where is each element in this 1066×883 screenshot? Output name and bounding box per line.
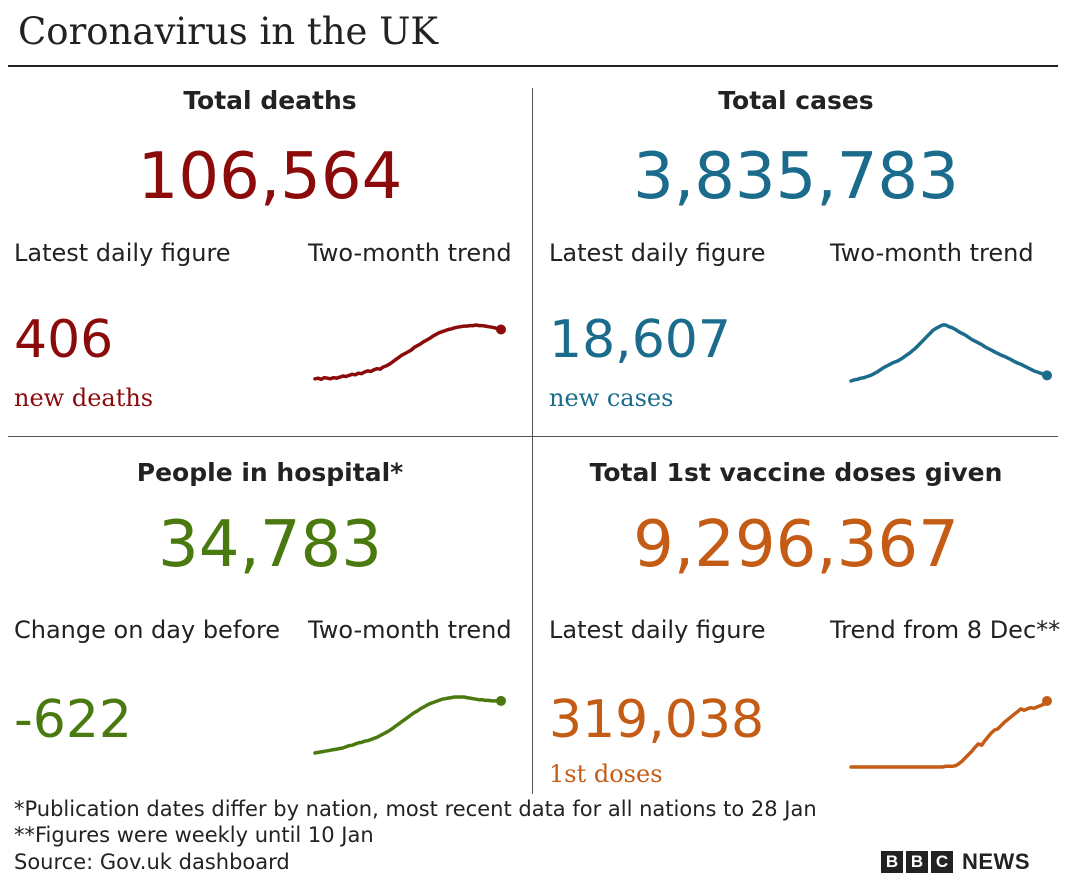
- daily-figure: 406: [14, 310, 114, 370]
- trend-sparkline: [313, 695, 506, 755]
- left-label: Latest daily figure: [14, 239, 231, 267]
- bbc-logo-letter: B: [906, 851, 928, 873]
- bbc-logo-letter: B: [881, 851, 903, 873]
- trend-line: [313, 323, 503, 382]
- trend-sparkline: [313, 323, 506, 382]
- panel-vaccine-doses: Total 1st vaccine doses given 9,296,367 …: [534, 458, 1061, 798]
- panel-heading: People in hospital*: [136, 458, 404, 487]
- right-label: Two-month trend: [830, 239, 1034, 267]
- trend-end-point: [496, 695, 506, 706]
- horizontal-divider: [8, 436, 1058, 437]
- right-label: Trend from 8 Dec**: [830, 616, 1061, 644]
- source-note: Source: Gov.uk dashboard: [14, 850, 290, 874]
- total-figure: 9,296,367: [633, 508, 959, 582]
- daily-label: new cases: [549, 384, 674, 412]
- trend-line: [849, 699, 1049, 769]
- right-label: Two-month trend: [308, 239, 512, 267]
- bbc-news-logo: B B C NEWS: [881, 849, 1030, 875]
- total-figure: 3,835,783: [633, 140, 959, 214]
- total-figure: 34,783: [158, 508, 382, 582]
- daily-figure: -622: [14, 690, 133, 750]
- panel-heading: Total 1st vaccine doses given: [589, 458, 1003, 487]
- daily-label: 1st doses: [549, 760, 663, 788]
- panel-people-in-hospital: People in hospital* 34,783 Change on day…: [8, 458, 532, 798]
- title-rule: [8, 65, 1058, 67]
- trend-sparkline: [849, 696, 1052, 769]
- left-label: Latest daily figure: [549, 616, 766, 644]
- left-label: Latest daily figure: [549, 239, 766, 267]
- footnote-weekly: **Figures were weekly until 10 Jan: [14, 823, 374, 847]
- bbc-logo-news: NEWS: [962, 849, 1030, 874]
- bbc-logo-letter: C: [931, 851, 953, 873]
- vertical-divider: [532, 88, 533, 794]
- panel-total-cases: Total cases 3,835,783 Latest daily figur…: [534, 86, 1058, 426]
- left-label: Change on day before: [14, 616, 281, 644]
- trend-sparkline: [849, 323, 1052, 383]
- footnote-publication: *Publication dates differ by nation, mos…: [14, 797, 817, 821]
- trend-line: [849, 323, 1049, 383]
- daily-figure: 319,038: [549, 690, 765, 750]
- trend-end-point: [1042, 696, 1052, 706]
- trend-end-point: [1042, 370, 1052, 381]
- total-figure: 106,564: [137, 140, 403, 214]
- trend-line: [313, 695, 503, 755]
- panel-heading: Total cases: [718, 86, 874, 115]
- daily-label: new deaths: [14, 384, 154, 412]
- trend-end-point: [496, 324, 506, 335]
- panel-heading: Total deaths: [183, 86, 357, 115]
- right-label: Two-month trend: [308, 616, 512, 644]
- chart-title: Coronavirus in the UK: [18, 10, 439, 53]
- daily-figure: 18,607: [549, 310, 731, 370]
- panel-total-deaths: Total deaths 106,564 Latest daily figure…: [8, 86, 532, 426]
